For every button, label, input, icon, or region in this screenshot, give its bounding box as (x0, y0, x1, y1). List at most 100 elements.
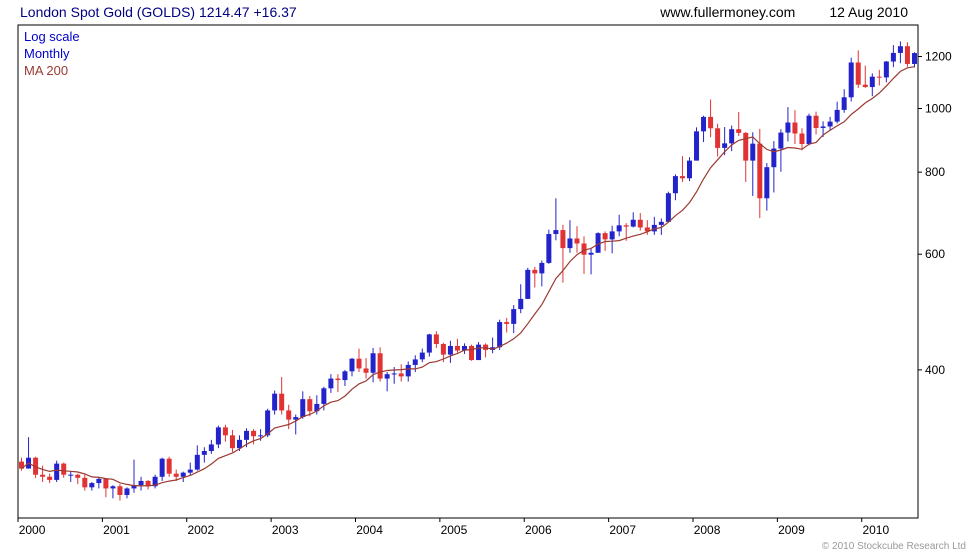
candle (110, 486, 116, 489)
candle (68, 474, 74, 476)
candle (897, 46, 903, 53)
candle (743, 132, 749, 161)
candle (166, 458, 172, 474)
candle (342, 371, 348, 381)
candle (236, 439, 242, 449)
candle (19, 461, 25, 469)
candle (686, 160, 692, 179)
candle (792, 122, 798, 134)
candle (785, 122, 791, 133)
candle (469, 345, 475, 361)
candle (848, 62, 854, 98)
candle (701, 116, 707, 132)
candle (532, 269, 538, 274)
candle (820, 126, 826, 128)
candle (272, 393, 278, 411)
candle (806, 115, 812, 144)
ma-label: MA 200 (24, 63, 69, 78)
candle (47, 476, 53, 480)
candle (314, 403, 320, 412)
x-tick-label: 2002 (187, 523, 214, 537)
candle (349, 358, 355, 372)
candle (694, 131, 700, 161)
candle (82, 477, 88, 488)
y-tick-label: 1000 (925, 101, 952, 115)
candle (574, 238, 580, 244)
chart-title: London Spot Gold (GOLDS) 1214.47 +16.37 (20, 4, 297, 20)
candle (138, 480, 144, 486)
candle (665, 193, 671, 222)
candle (145, 480, 151, 487)
candle (391, 373, 397, 375)
website-label: www.fullermoney.com (660, 4, 796, 20)
candle (222, 427, 228, 436)
candle (461, 345, 467, 351)
candle (440, 343, 446, 355)
candle (307, 399, 313, 412)
x-tick-label: 2008 (694, 523, 721, 537)
candle (567, 238, 573, 249)
candle (813, 115, 819, 128)
candle (159, 458, 165, 477)
candle (476, 344, 482, 361)
candle (757, 143, 763, 199)
candle (609, 231, 615, 240)
candle (588, 252, 594, 255)
candle (293, 417, 299, 420)
candle (244, 430, 250, 440)
candle (890, 52, 896, 62)
candle (370, 353, 376, 373)
candle (679, 176, 685, 179)
candle (553, 230, 559, 235)
candle (658, 221, 664, 225)
y-tick-label: 600 (925, 247, 945, 261)
candle (96, 478, 102, 484)
x-tick-label: 2007 (609, 523, 636, 537)
header: London Spot Gold (GOLDS) 1214.47 +16.37 … (0, 4, 980, 20)
candle (834, 109, 840, 122)
candle (771, 148, 777, 168)
candle (356, 358, 362, 369)
candle (637, 219, 643, 228)
candle (117, 486, 123, 495)
candle (736, 129, 742, 133)
candle (335, 378, 341, 381)
x-tick-label: 2001 (103, 523, 130, 537)
date-label: 12 Aug 2010 (829, 4, 908, 20)
x-tick-label: 2005 (441, 523, 468, 537)
candle (722, 143, 728, 148)
candle (194, 454, 200, 470)
candle (672, 176, 678, 194)
candle (595, 233, 601, 253)
ma-line (21, 66, 915, 487)
candle (89, 483, 95, 488)
copyright-label: © 2010 Stockcube Research Ltd (821, 541, 966, 552)
candle (869, 76, 875, 88)
candle (602, 233, 608, 240)
candle (419, 352, 425, 360)
candle (623, 225, 629, 227)
candle (377, 353, 383, 379)
candle (433, 334, 439, 344)
candle (398, 373, 404, 377)
candle (61, 463, 67, 475)
candle (778, 132, 784, 149)
candle (518, 298, 524, 310)
x-tick-label: 2006 (525, 523, 552, 537)
candle (265, 410, 271, 436)
candle (525, 269, 531, 299)
candle (131, 485, 137, 489)
candle (729, 129, 735, 144)
candle (750, 143, 756, 161)
y-tick-label: 1200 (925, 49, 952, 63)
candle (251, 430, 257, 437)
candle (152, 476, 158, 487)
candle (715, 128, 721, 148)
candle (827, 121, 833, 127)
candle (651, 224, 657, 232)
candle (855, 62, 861, 85)
candle (40, 474, 46, 477)
candle (412, 359, 418, 365)
candle (426, 334, 432, 353)
